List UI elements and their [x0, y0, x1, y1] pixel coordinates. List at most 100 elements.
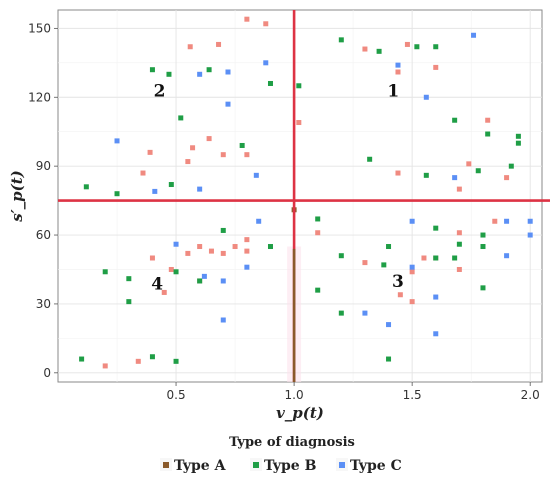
data-point	[433, 294, 439, 300]
data-point	[515, 133, 521, 139]
data-point	[409, 218, 415, 224]
legend-label: Type B	[264, 458, 317, 474]
data-point	[433, 255, 439, 261]
y-tick-label: 120	[28, 90, 51, 104]
data-point	[338, 37, 344, 43]
quadrant-label: 3	[392, 272, 404, 292]
data-point	[267, 80, 273, 86]
data-point	[409, 299, 415, 305]
data-point	[187, 44, 193, 50]
data-point	[114, 191, 120, 197]
data-point	[471, 32, 477, 38]
data-point	[220, 317, 226, 323]
data-point	[220, 152, 226, 158]
data-point	[206, 136, 212, 142]
data-point	[475, 168, 481, 174]
data-point	[220, 227, 226, 233]
data-point	[504, 175, 510, 181]
data-point	[220, 278, 226, 284]
data-point	[409, 264, 415, 270]
data-point	[216, 41, 222, 47]
data-point	[244, 16, 250, 22]
data-point	[197, 278, 203, 284]
data-point	[220, 250, 226, 256]
data-point	[362, 260, 368, 266]
data-point	[173, 241, 179, 247]
data-point	[504, 218, 510, 224]
x-tick-label: 1.5	[403, 388, 422, 402]
data-point	[456, 266, 462, 272]
data-point	[480, 232, 486, 238]
data-point	[206, 67, 212, 73]
data-point	[173, 269, 179, 275]
data-point	[315, 230, 321, 236]
data-point	[466, 161, 472, 167]
data-point	[409, 269, 415, 275]
data-point	[433, 331, 439, 337]
data-point	[152, 188, 158, 194]
data-point	[338, 253, 344, 259]
data-point	[315, 216, 321, 222]
y-axis-title: s′_p(t)	[8, 170, 26, 222]
data-point	[492, 218, 498, 224]
data-point	[149, 67, 155, 73]
data-point	[433, 44, 439, 50]
x-tick-label: 1.0	[285, 388, 304, 402]
legend-key	[339, 462, 345, 468]
y-tick-label: 90	[36, 159, 51, 173]
quadrant-label: 4	[151, 274, 163, 294]
quadrant-labels: 1 2 3 4	[151, 81, 404, 294]
y-tick-label: 0	[43, 366, 51, 380]
data-point	[296, 120, 302, 126]
data-point	[79, 356, 85, 362]
data-point	[197, 71, 203, 77]
quadrant-label: 1	[387, 81, 399, 101]
data-point	[395, 62, 401, 68]
data-point	[244, 248, 250, 254]
data-point	[414, 44, 420, 50]
data-point	[102, 269, 108, 275]
data-point	[338, 310, 344, 316]
data-point	[480, 244, 486, 250]
data-point	[376, 48, 382, 54]
legend-label: Type C	[350, 458, 402, 474]
quadrant-label: 2	[154, 81, 166, 101]
data-point	[244, 237, 250, 243]
y-axis-ticks: 0 30 60 90 120 150	[28, 21, 58, 380]
data-point	[456, 241, 462, 247]
data-point	[480, 285, 486, 291]
data-point	[244, 264, 250, 270]
data-point	[367, 156, 373, 162]
y-tick-label: 30	[36, 297, 51, 311]
data-point	[149, 255, 155, 261]
data-point	[102, 363, 108, 369]
data-point	[452, 255, 458, 261]
x-tick-label: 2.0	[521, 388, 540, 402]
data-point	[456, 230, 462, 236]
data-point	[126, 299, 132, 305]
data-point	[267, 244, 273, 250]
data-point	[83, 184, 89, 190]
data-points	[79, 16, 533, 369]
data-point	[395, 170, 401, 176]
data-point	[201, 273, 207, 279]
data-point	[253, 172, 259, 178]
data-point	[386, 244, 392, 250]
data-point	[386, 322, 392, 328]
data-point	[263, 60, 269, 66]
data-point	[362, 310, 368, 316]
data-point	[197, 244, 203, 250]
data-point	[296, 83, 302, 89]
data-point	[173, 358, 179, 364]
data-point	[244, 152, 250, 158]
data-point	[395, 69, 401, 75]
data-point	[515, 140, 521, 146]
legend: Type of diagnosis Type A Type B Type C	[160, 435, 402, 474]
data-point	[456, 186, 462, 192]
data-point	[140, 170, 146, 176]
data-point	[527, 232, 533, 238]
data-point	[386, 356, 392, 362]
data-point	[452, 175, 458, 181]
data-point	[185, 250, 191, 256]
